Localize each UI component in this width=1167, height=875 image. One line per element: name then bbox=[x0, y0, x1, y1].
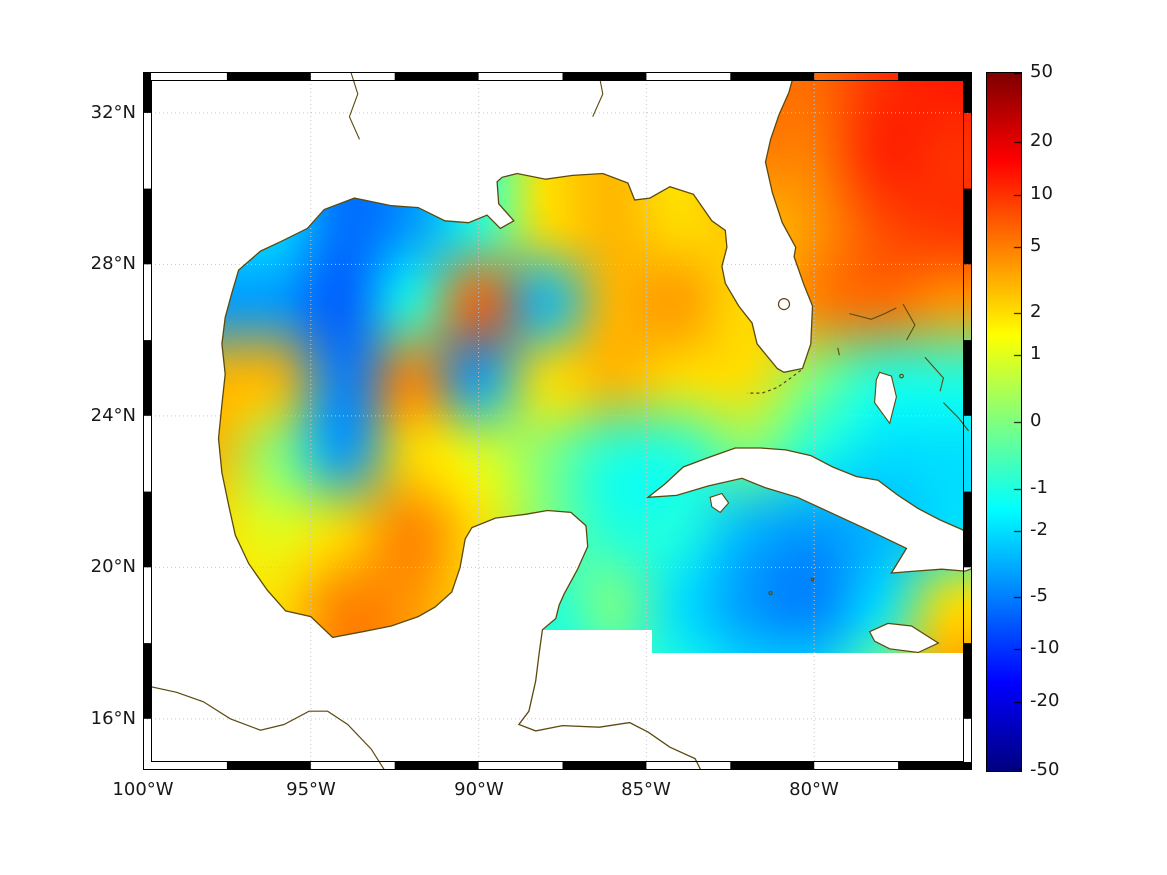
colorbar-tick-label: 1 bbox=[1030, 343, 1042, 364]
island-coastline bbox=[943, 402, 970, 432]
colorbar-tick-label: 2 bbox=[1030, 301, 1042, 322]
frame-checker bbox=[226, 762, 311, 770]
jamaica-island bbox=[868, 622, 940, 654]
island-coastline bbox=[902, 303, 916, 341]
colorbar-canvas bbox=[986, 72, 1022, 772]
frame-checker bbox=[562, 72, 647, 80]
frame-checker bbox=[394, 72, 479, 80]
frame-checker bbox=[143, 188, 151, 265]
frame-checker bbox=[143, 72, 151, 113]
colorbar-tick-label: -1 bbox=[1030, 477, 1048, 498]
lat-tick-label: 20°N bbox=[90, 556, 136, 577]
pacific-coastline bbox=[143, 684, 386, 770]
mainland-coastline bbox=[217, 72, 814, 770]
colorbar-tick-label: -2 bbox=[1030, 519, 1048, 540]
lon-tick-label: 80°W bbox=[789, 779, 839, 800]
cuba-island bbox=[646, 447, 972, 574]
frame-checker bbox=[562, 762, 647, 770]
colorbar-tick-label: -10 bbox=[1030, 637, 1060, 658]
cayman-islands bbox=[810, 577, 815, 582]
frame-checker bbox=[964, 188, 972, 265]
frame-checker bbox=[730, 72, 815, 80]
frame-checker bbox=[898, 72, 972, 80]
frame-checker bbox=[964, 340, 972, 416]
colorbar-tick-label: 5 bbox=[1030, 235, 1042, 256]
island-coastline bbox=[849, 307, 897, 320]
florida-keys bbox=[747, 369, 802, 394]
frame-checker bbox=[730, 762, 815, 770]
lon-tick-label: 100°W bbox=[112, 779, 174, 800]
frame-checker bbox=[143, 491, 151, 568]
lat-tick-label: 28°N bbox=[90, 253, 136, 274]
colorbar-tick-label: 0 bbox=[1030, 410, 1042, 431]
no-data-mask bbox=[532, 630, 652, 656]
plot-border-outer bbox=[143, 72, 972, 770]
lat-tick-label: 32°N bbox=[90, 102, 136, 123]
island-coastline bbox=[971, 438, 972, 440]
frame-checker bbox=[964, 72, 972, 113]
lon-tick-label: 95°W bbox=[286, 779, 336, 800]
colorbar-tick-label: -5 bbox=[1030, 585, 1048, 606]
frame-checker bbox=[964, 491, 972, 568]
colorbar-tick-label: -20 bbox=[1030, 690, 1060, 711]
frame-checker bbox=[143, 643, 151, 719]
frame-checker bbox=[226, 72, 311, 80]
colorbar-tick-label: 10 bbox=[1030, 183, 1053, 204]
colorbar-tick-label: 50 bbox=[1030, 61, 1053, 82]
island-coastline bbox=[837, 347, 840, 356]
island-coastline bbox=[924, 356, 945, 392]
land-fill bbox=[143, 72, 813, 770]
andros-island bbox=[874, 371, 897, 425]
new-providence-island bbox=[899, 373, 904, 379]
lat-tick-label: 24°N bbox=[90, 405, 136, 426]
lon-tick-label: 85°W bbox=[621, 779, 671, 800]
frame-checker bbox=[394, 762, 479, 770]
lat-tick-label: 16°N bbox=[90, 708, 136, 729]
frame-checker bbox=[898, 762, 972, 770]
frame-checker bbox=[964, 643, 972, 719]
colorbar-tick-label: -50 bbox=[1030, 759, 1060, 780]
lon-tick-label: 90°W bbox=[454, 779, 504, 800]
isla-de-la-juventud bbox=[709, 492, 730, 514]
lake-okeechobee bbox=[777, 298, 791, 311]
frame-checker bbox=[143, 340, 151, 416]
cayman-islands bbox=[768, 590, 773, 596]
colorbar-tick-label: 20 bbox=[1030, 130, 1053, 151]
plot-border-inner bbox=[151, 80, 964, 762]
